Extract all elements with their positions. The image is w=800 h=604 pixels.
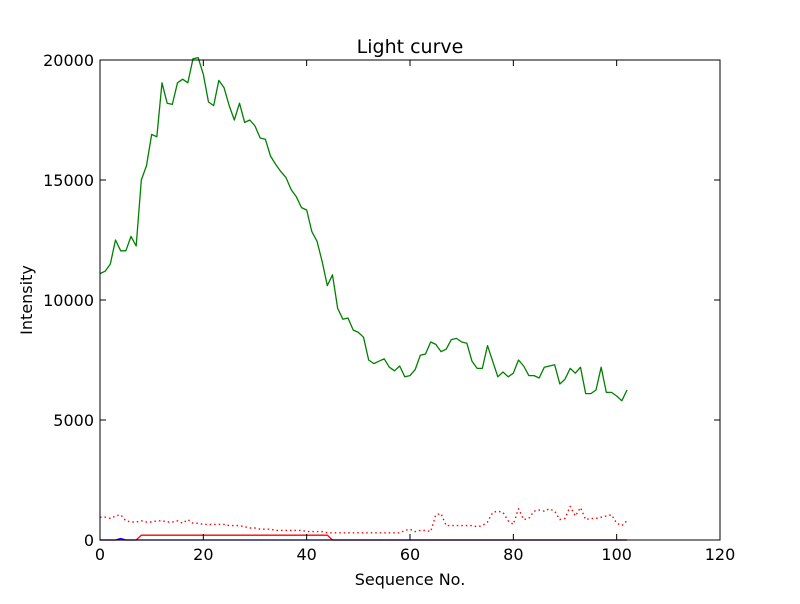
y-tick-label-0: 0 xyxy=(84,531,94,550)
y-tick-label-1: 5000 xyxy=(53,411,94,430)
x-tick-label-0: 0 xyxy=(95,545,105,564)
x-tick-label-1: 20 xyxy=(193,545,213,564)
y-tick-label-2: 10000 xyxy=(43,291,94,310)
series-line-1 xyxy=(100,505,628,534)
series-line-0 xyxy=(99,56,628,402)
x-tick-label-3: 60 xyxy=(400,545,420,564)
axes-frame xyxy=(99,59,721,541)
chart-title: Light curve xyxy=(357,36,464,58)
y-tick-label-4: 20000 xyxy=(43,51,94,70)
x-tick-label-5: 100 xyxy=(601,545,632,564)
x-tick-label-6: 120 xyxy=(705,545,736,564)
y-tick-label-3: 15000 xyxy=(43,171,94,190)
x-axis-label: Sequence No. xyxy=(355,570,466,589)
series-layer xyxy=(99,56,628,541)
y-axis-label: Intensity xyxy=(17,265,36,335)
ticks-layer: 0 20 40 60 80 100 120 0 5000 10000 15000 20000 xyxy=(43,51,735,564)
series-line-2 xyxy=(100,534,627,541)
x-tick-label-4: 80 xyxy=(503,545,523,564)
x-tick-label-2: 40 xyxy=(296,545,316,564)
